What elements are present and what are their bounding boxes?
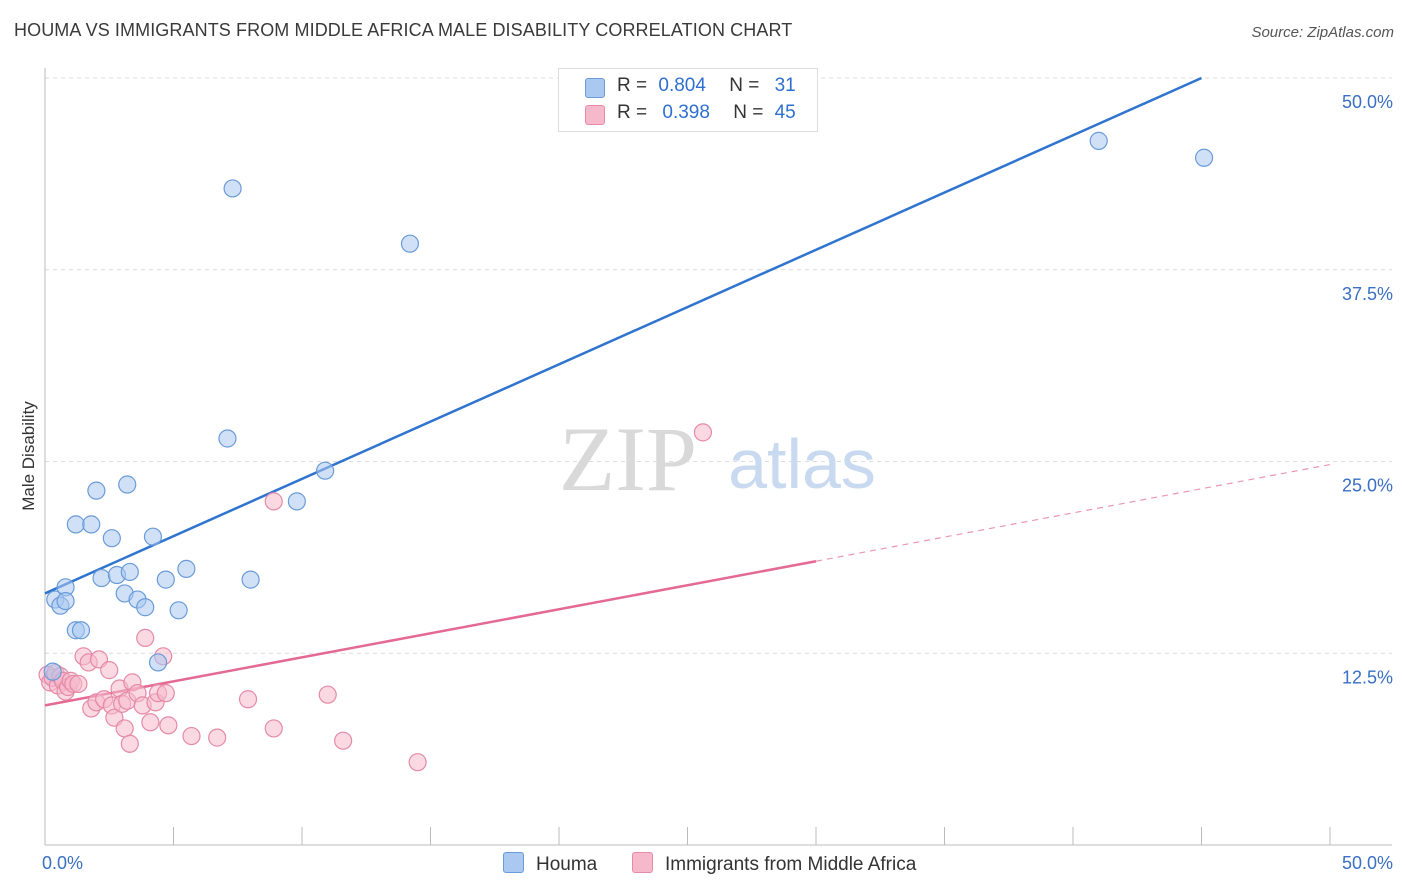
series-houma-points <box>43 131 1214 681</box>
immigrants-point <box>408 753 427 772</box>
trend-lines <box>44 76 1331 707</box>
gridlines <box>45 77 1392 654</box>
immigrants-point <box>182 726 201 746</box>
legend-n-value: 31 <box>774 75 796 96</box>
houma-point <box>136 598 155 617</box>
watermark-zip: ZIP <box>559 408 697 510</box>
stats-legend: R = 0.804 N = 31 R = 0.398 N = 45 <box>558 68 818 132</box>
immigrants-point <box>693 423 713 442</box>
y-tick-label: 37.5% <box>1342 284 1393 304</box>
immigrants-point <box>208 728 227 747</box>
x-tick-label: 50.0% <box>1342 853 1393 873</box>
immigrants-point <box>136 628 155 648</box>
legend-n-label: N = <box>733 102 764 123</box>
immigrants-trend-line <box>44 559 817 707</box>
legend-n-value: 45 <box>774 102 796 123</box>
source-label: Source: ZipAtlas.com <box>1251 24 1394 41</box>
chart-title: HOUMA VS IMMIGRANTS FROM MIDDLE AFRICA M… <box>14 20 793 40</box>
houma-point <box>1194 148 1214 167</box>
houma-point <box>400 234 420 253</box>
y-tick-label: 12.5% <box>1342 667 1393 687</box>
legend-r-value: 0.804 <box>658 75 706 96</box>
legend-r-value: 0.398 <box>662 102 710 123</box>
immigrants-point <box>238 690 258 709</box>
houma-point <box>156 570 175 589</box>
bottom-legend-label-houma: Houma <box>536 854 598 875</box>
immigrants-trend-line-extension <box>815 463 1331 562</box>
x-tick-label: 0.0% <box>42 853 83 873</box>
houma-point <box>148 653 168 672</box>
bottom-legend-houma: Houma <box>503 852 597 876</box>
houma-point <box>43 662 62 681</box>
immigrants-point <box>159 716 178 735</box>
houma-point <box>87 481 106 500</box>
houma-point <box>102 529 121 548</box>
immigrants-point <box>334 731 353 750</box>
watermark: ZIP atlas <box>559 408 876 510</box>
y-tick-label: 50.0% <box>1342 92 1393 112</box>
houma-point <box>218 429 237 448</box>
y-tick-label: 25.0% <box>1342 476 1393 496</box>
legend-swatch-houma <box>585 78 605 98</box>
houma-point <box>66 515 85 534</box>
axes <box>44 68 1392 846</box>
immigrants-point <box>264 492 283 511</box>
legend-r-label: R = <box>617 102 648 123</box>
houma-point <box>177 559 196 578</box>
houma-point <box>92 568 111 588</box>
immigrants-point <box>115 719 134 738</box>
tick-labels: 12.5% 25.0% 37.5% 50.0% 0.0% 50.0% <box>42 92 1393 873</box>
houma-point <box>120 562 139 582</box>
houma-point <box>316 461 335 480</box>
houma-point <box>118 475 137 494</box>
legend-r-label: R = <box>617 75 648 96</box>
houma-point <box>56 591 75 611</box>
houma-point <box>82 515 101 534</box>
watermark-atlas: atlas <box>728 425 876 503</box>
immigrants-point <box>156 684 175 703</box>
houma-point <box>241 570 260 589</box>
legend-swatch-immigrants <box>585 105 605 125</box>
houma-point <box>223 179 242 198</box>
immigrants-point <box>318 685 337 704</box>
houma-trend-line <box>44 76 1203 595</box>
bottom-legend-swatch-immigrants <box>632 852 653 873</box>
immigrants-point <box>120 734 139 753</box>
immigrants-point <box>69 674 88 694</box>
immigrants-point <box>100 661 119 680</box>
bottom-legend-immigrants: Immigrants from Middle Africa <box>632 852 916 876</box>
houma-point <box>169 601 188 620</box>
immigrants-point <box>141 713 160 732</box>
bottom-legend-label-immigrants: Immigrants from Middle Africa <box>665 854 917 875</box>
y-axis-title: Male Disability <box>19 401 38 511</box>
houma-point <box>1089 131 1108 150</box>
bottom-legend-swatch-houma <box>503 852 524 873</box>
series-immigrants-points <box>38 423 713 772</box>
immigrants-point <box>264 719 283 738</box>
legend-n-label: N = <box>729 75 760 96</box>
houma-point <box>287 492 306 511</box>
houma-point <box>143 527 163 546</box>
houma-point <box>71 621 91 640</box>
